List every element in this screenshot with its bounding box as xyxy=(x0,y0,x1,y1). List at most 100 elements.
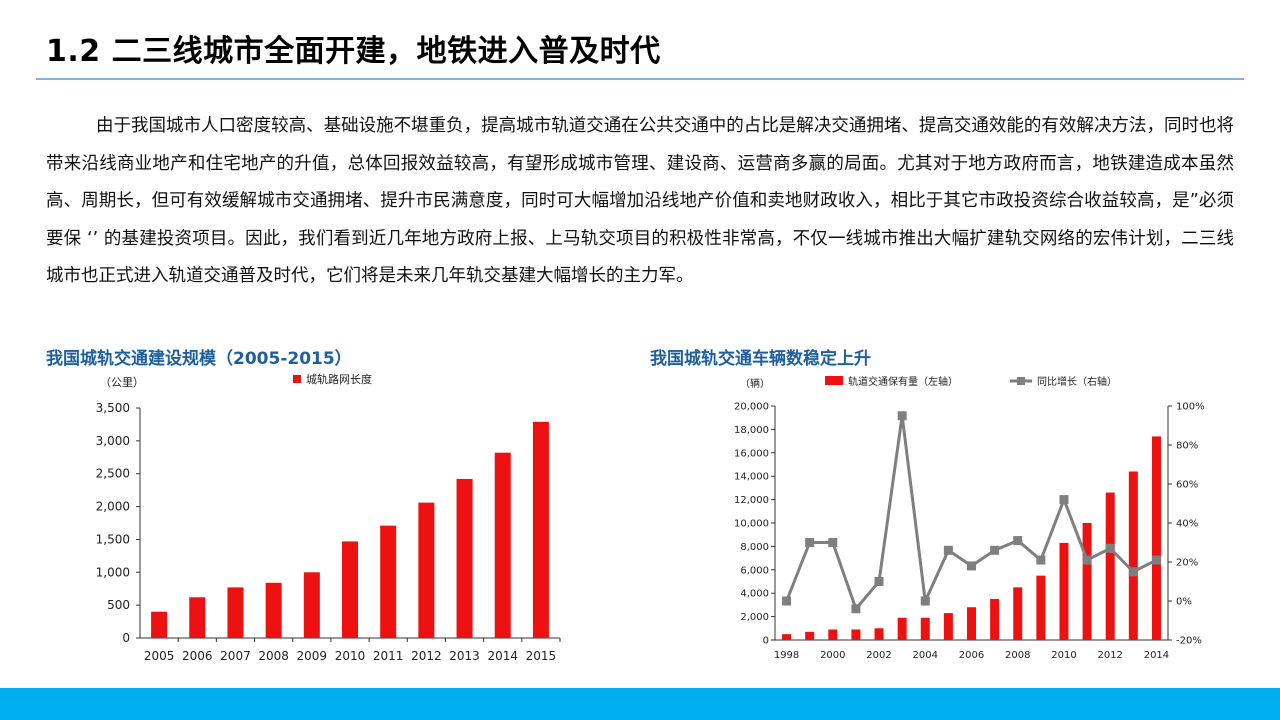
chart2-y2-tick-label: 100% xyxy=(1176,402,1205,413)
chart2-bar xyxy=(943,613,953,640)
slide-title: 1.2 二三线城市全面开建，地铁进入普及时代 xyxy=(46,34,661,69)
chart1-x-tick-label: 2009 xyxy=(297,649,328,663)
chart1-y-tick-label: 1,500 xyxy=(96,532,130,546)
chart2-bar xyxy=(920,617,930,640)
chart1-bar xyxy=(418,502,435,638)
chart1-y-tick-label: 1,000 xyxy=(96,565,130,579)
chart2-bar xyxy=(782,634,792,640)
chart1-bar xyxy=(380,525,397,638)
chart1-x-tick-label: 2008 xyxy=(258,649,289,663)
chart2-y-tick-label: 6,000 xyxy=(740,565,769,576)
chart1-y-tick-label: 500 xyxy=(107,598,130,612)
chart2-bar xyxy=(1082,523,1092,640)
chart-vehicles: （辆） 轨道交通保有量（左轴） 同比增长（右轴） 0 2,000 4,000 6,00… xyxy=(734,375,1205,661)
chart2-bar xyxy=(1128,471,1138,640)
chart1-x-tick-label: 2012 xyxy=(411,649,442,663)
chart2-growth-point xyxy=(897,411,907,421)
chart2-x-tick-label: 2012 xyxy=(1097,650,1122,661)
chart2-growth-point xyxy=(1151,555,1161,565)
chart2-bar xyxy=(851,629,861,640)
chart1-bar xyxy=(303,572,320,638)
chart1-title: 我国城轨交通建设规模（2005-2015） xyxy=(46,349,352,369)
chart1-y-tick-label: 2,500 xyxy=(96,467,130,481)
chart2-growth-point xyxy=(990,545,1000,555)
chart2-growth-point xyxy=(828,538,838,547)
chart2-growth-point xyxy=(1105,543,1115,553)
title-divider xyxy=(36,78,1244,80)
chart1-x-tick-label: 2006 xyxy=(182,649,213,663)
chart2-bar xyxy=(828,629,838,640)
chart1-x-tick-label: 2011 xyxy=(373,649,404,663)
chart2-y-tick-label: 2,000 xyxy=(740,612,769,623)
chart2-legend-line-marker xyxy=(1017,377,1025,385)
chart2-growth-point xyxy=(1036,555,1046,565)
chart2-x-tick-label: 2014 xyxy=(1144,650,1169,661)
chart2-growth-point xyxy=(1059,495,1069,505)
chart2-growth-point xyxy=(920,596,930,606)
chart1-x-tick-label: 2013 xyxy=(449,649,480,663)
chart1-y-tick-label: 3,500 xyxy=(96,401,130,415)
chart2-growth-point xyxy=(805,538,815,547)
chart2-y2-tick-label: -20% xyxy=(1176,636,1202,647)
chart2-legend-bar-swatch xyxy=(825,376,843,385)
chart2-bar xyxy=(990,599,1000,640)
chart1-bar xyxy=(189,597,206,638)
chart2-growth-line xyxy=(785,415,1158,612)
chart2-y2-tick-label: 80% xyxy=(1176,441,1198,452)
chart2-x-tick-label: 2004 xyxy=(913,650,938,661)
chart2-x-tick-label: 2000 xyxy=(820,650,845,661)
chart1-y-tick-label: 0 xyxy=(122,631,130,645)
chart1-x-tick-label: 2007 xyxy=(220,649,251,663)
footer-bar xyxy=(0,688,1280,720)
chart1-x-tick-label: 2015 xyxy=(526,649,557,663)
chart1-y-unit: （公里） xyxy=(100,376,144,389)
chart2-title: 我国城轨交通车辆数稳定上升 xyxy=(650,349,871,369)
chart2-y-tick-label: 8,000 xyxy=(740,542,769,553)
chart2-bar xyxy=(1105,492,1115,640)
chart2-y-tick-label: 16,000 xyxy=(734,448,769,459)
chart2-y2-tick-label: 0% xyxy=(1176,597,1192,608)
chart2-y2-tick-label: 20% xyxy=(1176,558,1198,569)
chart1-y-tick-label: 3,000 xyxy=(96,434,130,448)
chart2-bar xyxy=(1151,436,1161,640)
chart2-x-tick-label: 1998 xyxy=(774,650,799,661)
chart2-legend-line-label: 同比增长（右轴） xyxy=(1037,375,1117,388)
chart2-growth-point xyxy=(851,604,861,614)
chart2-x-tick-label: 2006 xyxy=(959,650,984,661)
chart2-bar xyxy=(967,607,976,640)
chart2-y-unit: （辆） xyxy=(740,377,770,390)
chart2-y-tick-label: 20,000 xyxy=(734,402,769,413)
chart1-bar xyxy=(532,421,549,638)
chart2-growth-point xyxy=(1128,567,1138,577)
chart2-bar xyxy=(805,631,815,640)
chart2-y-tick-label: 4,000 xyxy=(740,589,769,600)
chart2-growth-point xyxy=(967,561,976,571)
chart2-y-tick-label: 12,000 xyxy=(734,495,769,506)
chart2-x-tick-label: 2008 xyxy=(1005,650,1030,661)
chart1-x-tick-label: 2014 xyxy=(487,649,518,663)
chart2-x-tick-label: 2002 xyxy=(866,650,891,661)
chart1-bar xyxy=(265,582,282,638)
chart2-growth-point xyxy=(1082,555,1092,565)
chart2-y2-tick-label: 40% xyxy=(1176,519,1198,530)
chart1-bar xyxy=(456,478,473,638)
chart2-y-tick-label: 18,000 xyxy=(734,425,769,436)
chart1-x-tick-label: 2010 xyxy=(335,649,366,663)
chart2-growth-point xyxy=(782,596,792,606)
chart2-bar xyxy=(897,617,907,640)
chart1-bar xyxy=(151,611,168,638)
chart2-y-tick-label: 0 xyxy=(763,636,769,647)
chart2-growth-point xyxy=(943,545,953,555)
chart1-x-tick-label: 2005 xyxy=(144,649,175,663)
chart2-growth-point xyxy=(874,577,884,586)
chart2-x-tick-label: 2010 xyxy=(1051,650,1076,661)
chart1-bar xyxy=(494,452,511,638)
chart2-y-tick-label: 10,000 xyxy=(734,519,769,530)
body-paragraph: 由于我国城市人口密度较高、基础设施不堪重负，提高城市轨道交通在公共交通中的占比是… xyxy=(46,116,1234,287)
chart1-y-tick-label: 2,000 xyxy=(96,500,130,514)
chart2-legend-bar-label: 轨道交通保有量（左轴） xyxy=(848,375,958,388)
chart2-bar xyxy=(1059,542,1069,640)
chart2-bar xyxy=(874,628,884,640)
chart2-y-tick-label: 14,000 xyxy=(734,472,769,483)
chart2-growth-point xyxy=(1013,536,1023,546)
